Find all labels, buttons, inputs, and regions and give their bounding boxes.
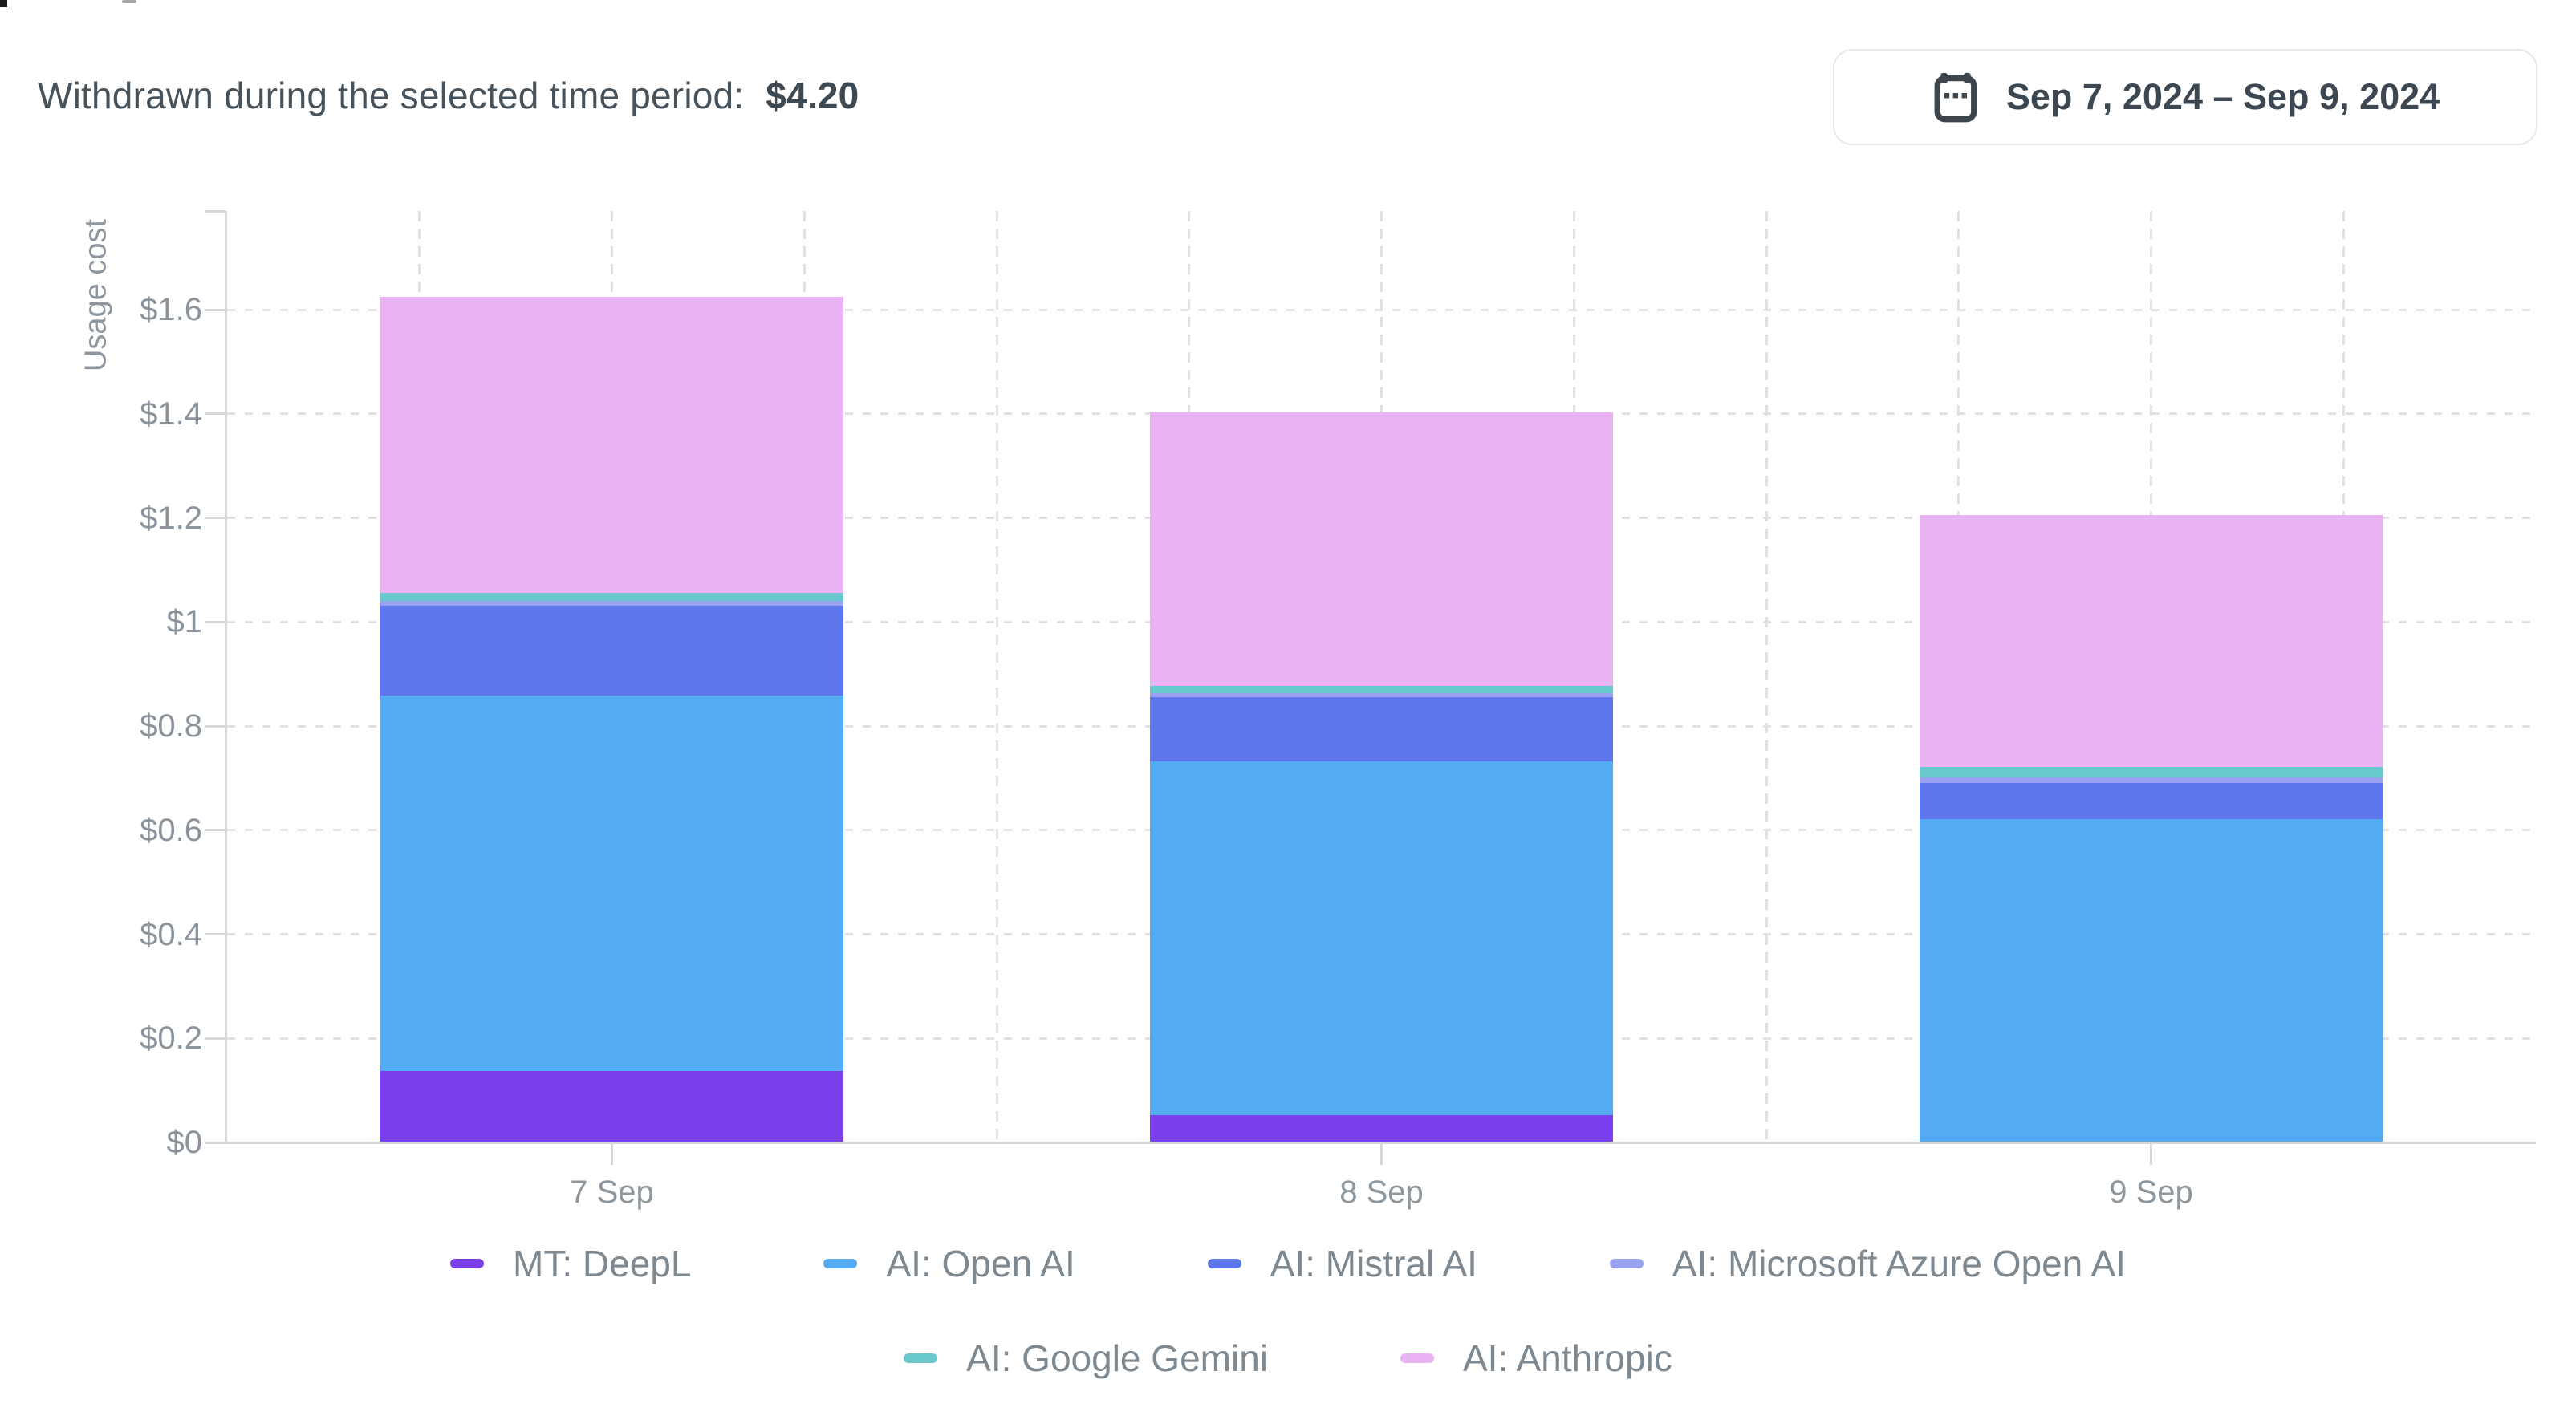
y-axis-top-tick bbox=[205, 210, 225, 213]
legend-row-2: AI: Google Gemini AI: Anthropic bbox=[0, 1337, 2576, 1380]
y-tick-mark bbox=[205, 1037, 225, 1040]
bar-segment-ai-google-gemini[interactable] bbox=[1920, 767, 2383, 777]
y-gridline bbox=[227, 308, 2536, 311]
bar-segment-ai-anthropic[interactable] bbox=[1150, 412, 1613, 686]
legend-swatch-ai-open-ai bbox=[823, 1259, 858, 1268]
bar-segment-ai-google-gemini[interactable] bbox=[380, 593, 843, 602]
y-tick-label: $1.4 bbox=[140, 396, 202, 432]
legend-label: AI: Open AI bbox=[886, 1243, 1075, 1284]
summary-text: Withdrawn during the selected time perio… bbox=[38, 74, 859, 117]
legend-swatch-ai-microsoft-azure-open-ai bbox=[1609, 1259, 1644, 1268]
legend-item-ai-mistral-ai[interactable]: AI: Mistral AI bbox=[1207, 1242, 1477, 1285]
summary-value: $4.20 bbox=[766, 75, 859, 116]
x-tick-label: 7 Sep bbox=[570, 1175, 654, 1210]
legend-swatch-mt-deepl bbox=[450, 1259, 485, 1268]
date-range-button[interactable]: Sep 7, 2024 – Sep 9, 2024 bbox=[1833, 49, 2537, 145]
cutoff-fragment-top-left bbox=[0, 0, 7, 7]
legend-label: AI: Anthropic bbox=[1463, 1337, 1672, 1379]
y-tick-mark bbox=[205, 829, 225, 832]
y-axis-line bbox=[225, 211, 227, 1142]
legend-item-ai-google-gemini[interactable]: AI: Google Gemini bbox=[904, 1337, 1268, 1380]
x-tick-mark bbox=[2150, 1144, 2152, 1165]
vertical-gridline bbox=[1765, 211, 1768, 1140]
legend-label: AI: Mistral AI bbox=[1270, 1243, 1477, 1284]
y-tick-mark bbox=[205, 724, 225, 728]
x-tick-mark bbox=[611, 1144, 613, 1165]
legend-item-ai-microsoft-azure-open-ai[interactable]: AI: Microsoft Azure Open AI bbox=[1609, 1242, 2126, 1285]
bar-segment-ai-open-ai[interactable] bbox=[380, 695, 843, 1072]
bar-segment-ai-microsoft-azure-open-ai[interactable] bbox=[1150, 692, 1613, 697]
x-axis-line bbox=[219, 1142, 2536, 1144]
legend-swatch-ai-mistral-ai bbox=[1207, 1259, 1241, 1268]
legend-swatch-ai-google-gemini bbox=[904, 1353, 938, 1363]
bar-segment-ai-microsoft-azure-open-ai[interactable] bbox=[380, 601, 843, 607]
date-range-value: Sep 7, 2024 – Sep 9, 2024 bbox=[2005, 76, 2440, 117]
y-tick-label: $0 bbox=[166, 1125, 203, 1160]
legend-label: MT: DeepL bbox=[513, 1243, 692, 1284]
legend-item-mt-deepl[interactable]: MT: DeepL bbox=[450, 1242, 691, 1285]
bar-segment-ai-mistral-ai[interactable] bbox=[1920, 783, 2383, 819]
y-tick-mark bbox=[205, 308, 225, 311]
y-tick-label: $0.4 bbox=[140, 916, 202, 952]
x-tick-label: 9 Sep bbox=[2109, 1175, 2193, 1210]
y-tick-label: $1 bbox=[166, 604, 203, 640]
y-tick-mark bbox=[205, 412, 225, 416]
bar-segment-ai-open-ai[interactable] bbox=[1920, 818, 2383, 1142]
bar-segment-ai-mistral-ai[interactable] bbox=[380, 606, 843, 696]
x-tick-label: 8 Sep bbox=[1339, 1175, 1424, 1210]
y-tick-label: $0.8 bbox=[140, 708, 202, 745]
legend-item-ai-open-ai[interactable]: AI: Open AI bbox=[823, 1242, 1075, 1285]
bar-segment-ai-mistral-ai[interactable] bbox=[1150, 696, 1613, 761]
bar-segment-ai-anthropic[interactable] bbox=[380, 297, 843, 594]
bar-segment-ai-google-gemini[interactable] bbox=[1150, 685, 1613, 693]
y-tick-label: $0.6 bbox=[140, 812, 202, 848]
y-tick-label: $1.2 bbox=[140, 500, 202, 536]
bar-segment-mt-deepl[interactable] bbox=[380, 1071, 843, 1142]
y-tick-label: $1.6 bbox=[140, 292, 202, 328]
bar-segment-ai-microsoft-azure-open-ai[interactable] bbox=[1920, 777, 2383, 784]
y-tick-mark bbox=[205, 517, 225, 520]
y-tick-mark bbox=[205, 1141, 225, 1144]
y-tick-mark bbox=[205, 933, 225, 936]
bar-segment-ai-anthropic[interactable] bbox=[1920, 515, 2383, 768]
summary-label: Withdrawn during the selected time perio… bbox=[38, 75, 745, 116]
bar-segment-mt-deepl[interactable] bbox=[1150, 1115, 1613, 1142]
calendar-icon bbox=[1931, 71, 1981, 123]
x-tick-mark bbox=[1380, 1144, 1383, 1165]
legend-swatch-ai-anthropic bbox=[1400, 1353, 1434, 1363]
legend-row-1: MT: DeepL AI: Open AI AI: Mistral AI AI: Mi… bbox=[0, 1242, 2576, 1285]
legend-item-ai-anthropic[interactable]: AI: Anthropic bbox=[1400, 1337, 1672, 1380]
legend-label: AI: Microsoft Azure Open AI bbox=[1672, 1243, 2126, 1284]
cutoff-fragment-top bbox=[122, 0, 136, 3]
legend-label: AI: Google Gemini bbox=[966, 1337, 1268, 1379]
vertical-gridline bbox=[995, 211, 998, 1140]
y-tick-mark bbox=[205, 620, 225, 623]
bar-segment-ai-open-ai[interactable] bbox=[1150, 761, 1613, 1116]
y-tick-label: $0.2 bbox=[140, 1020, 202, 1057]
